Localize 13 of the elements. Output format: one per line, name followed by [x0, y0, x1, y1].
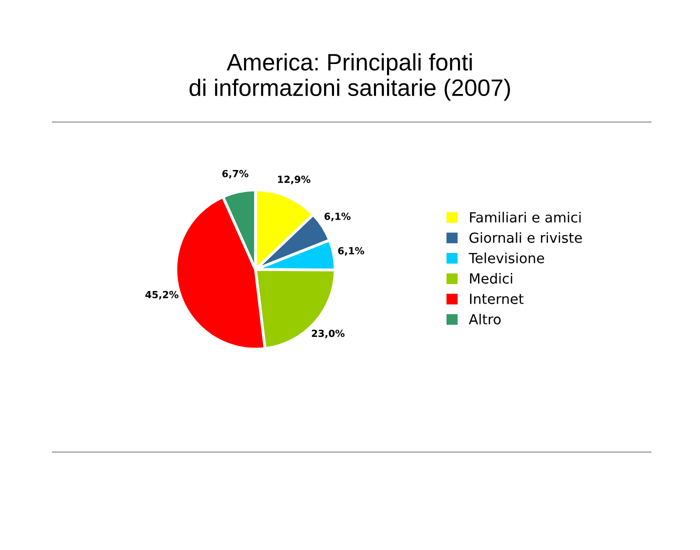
chart-title: America: Principali fonti di informazioni sanitarie (2007)	[190, 53, 510, 101]
data-label: 6,1%	[324, 212, 351, 222]
legend-label: Familiari e amici	[470, 212, 581, 223]
legend-label: Televisione	[468, 252, 544, 264]
data-label: 45,2%	[145, 290, 178, 300]
legend-label: Medici	[470, 272, 512, 284]
data-label: 6,1%	[338, 247, 364, 256]
data-label: 6,7%	[222, 170, 248, 179]
legend-label: Giornali e riviste	[470, 232, 582, 243]
data-label: 12,9%	[278, 176, 310, 184]
legend-label: Altro	[468, 314, 501, 324]
legend-label: Internet	[470, 294, 524, 304]
data-label: 23,0%	[312, 330, 345, 338]
